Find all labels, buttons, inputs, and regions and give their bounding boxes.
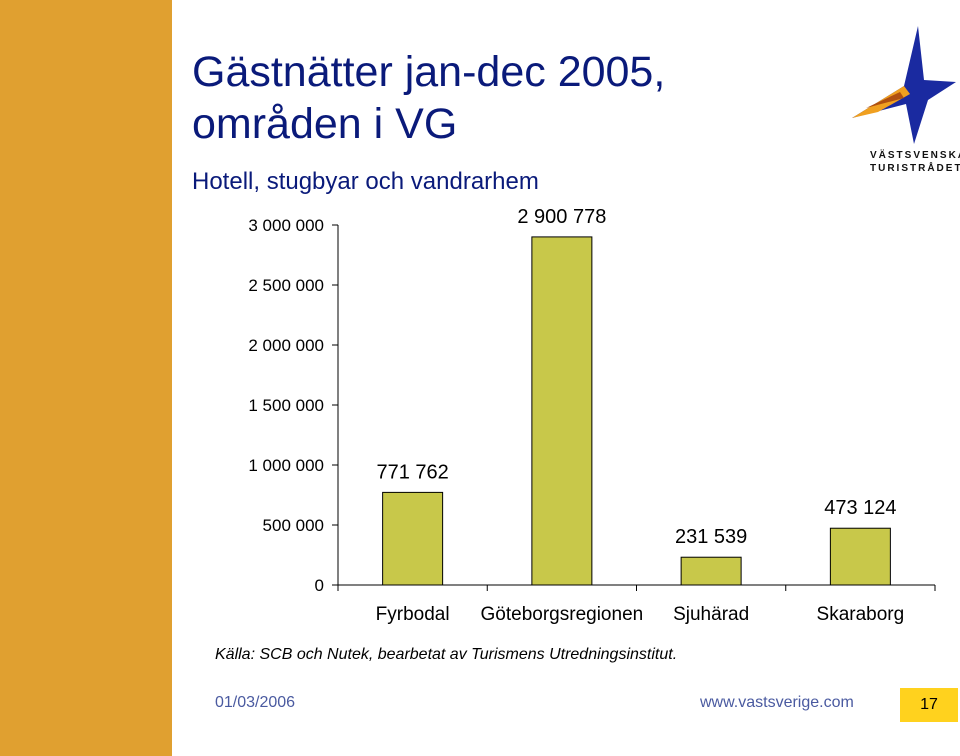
bar-chart: 0 500 000 1 000 000 1 500 000 2 000 000 2 500… — [248, 206, 936, 625]
logo-star-shape — [852, 26, 956, 144]
title-line-2: områden i VG — [192, 100, 458, 148]
y-tick-label: 2 500 000 — [248, 276, 324, 295]
category-label-2: Sjuhärad — [673, 604, 749, 625]
page-number-box: 17 — [900, 688, 958, 722]
source-note: Källa: SCB och Nutek, bearbetat av Turis… — [215, 646, 678, 663]
data-label-2: 231 539 — [675, 526, 747, 548]
star-logo-icon — [852, 26, 956, 144]
y-tick-label: 0 — [315, 576, 324, 595]
logo-wing-accent — [866, 92, 904, 108]
category-label-1: Göteborgsregionen — [481, 604, 644, 625]
footer-website: www.vastsverige.com — [700, 694, 854, 711]
category-label-3: Skaraborg — [817, 604, 905, 625]
side-accent-bar — [0, 0, 172, 756]
bar-3 — [829, 527, 891, 586]
footer-date: 01/03/2006 — [215, 694, 296, 711]
bar-2 — [680, 556, 742, 586]
bar-1 — [531, 236, 593, 586]
slide-subtitle: Hotell, stugbyar och vandrarhem — [192, 168, 539, 195]
y-tick-label: 3 000 000 — [248, 216, 324, 235]
data-label-1: 2 900 778 — [517, 206, 606, 228]
category-label-0: Fyrbodal — [376, 604, 450, 625]
y-tick-label: 1 500 000 — [248, 396, 324, 415]
y-tick-label: 500 000 — [263, 516, 324, 535]
data-label-0: 771 762 — [376, 461, 448, 483]
title-line-1: Gästnätter jan-dec 2005, — [192, 48, 666, 96]
y-tick-label: 1 000 000 — [248, 456, 324, 475]
page-number: 17 — [920, 696, 938, 713]
slide-title: Gästnätter jan-dec 2005, områden i VG — [192, 46, 665, 150]
bar-0 — [382, 491, 444, 586]
data-label-3: 473 124 — [824, 497, 896, 519]
logo-text-line-1: VÄSTSVENSKA — [870, 150, 960, 161]
y-tick-label: 2 000 000 — [248, 336, 324, 355]
logo-text-line-2: TURISTRÅDET — [870, 163, 960, 174]
